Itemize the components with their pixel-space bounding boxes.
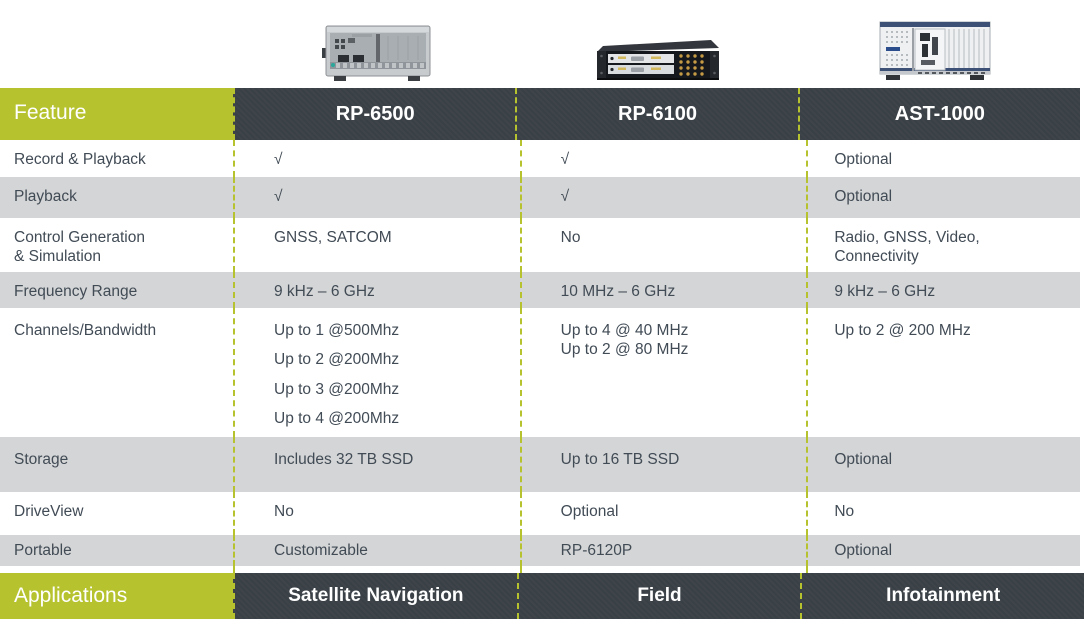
value-cell: Optional — [519, 492, 807, 535]
table-row: Frequency Range 9 kHz – 6 GHz 10 MHz – 6… — [0, 272, 1080, 308]
value-cell: Includes 32 TB SSD — [233, 437, 520, 492]
value-cell: No — [806, 492, 1080, 535]
table-row: Record & Playback √ √ Optional — [0, 140, 1080, 177]
product-images-row — [0, 0, 1084, 88]
value-cell: √ — [519, 140, 807, 177]
value-cell: Optional — [806, 177, 1080, 218]
rackmount-recorder-image — [597, 40, 719, 80]
value-cell: RP-6120P — [519, 535, 807, 566]
value-cell: 9 kHz – 6 GHz — [233, 272, 520, 308]
value-cell: Up to 2 @ 200 MHz — [806, 308, 1080, 437]
feature-cell: Frequency Range — [14, 283, 138, 300]
pxi-chassis-image — [879, 21, 991, 80]
applications-header-cell: Applications — [0, 573, 233, 619]
feature-header-cell: Feature — [0, 88, 233, 140]
table-row: Channels/Bandwidth Up to 1 @500Mhz Up to … — [0, 308, 1080, 437]
value-cell: √ — [233, 140, 520, 177]
application-rp6500: Satellite Navigation — [233, 573, 517, 619]
value-cell: Optional — [806, 140, 1080, 177]
feature-cell: Channels/Bandwidth — [14, 322, 157, 339]
value-cell: 9 kHz – 6 GHz — [806, 272, 1080, 308]
comparison-table: Feature RP-6500 RP-6100 AST-1000 Record … — [0, 88, 1084, 619]
product-header-ast1000: AST-1000 — [797, 88, 1080, 140]
feature-cell: Portable — [14, 542, 72, 559]
value-cell: 10 MHz – 6 GHz — [519, 272, 807, 308]
product-header-rp6100: RP-6100 — [515, 88, 798, 140]
application-rp6100: Field — [516, 573, 801, 619]
value-cell: GNSS, SATCOM — [233, 218, 520, 272]
value-cell: Optional — [806, 535, 1080, 566]
feature-cell: Storage — [14, 451, 69, 468]
feature-cell: Record & Playback — [14, 151, 146, 168]
value-cell: Up to 16 TB SSD — [519, 437, 807, 492]
feature-cell: Playback — [14, 188, 77, 205]
feature-cell: Control Generation & Simulation — [14, 229, 145, 266]
table-header-row: Feature RP-6500 RP-6100 AST-1000 — [0, 88, 1080, 140]
feature-cell: DriveView — [14, 503, 84, 520]
value-cell: √ — [519, 177, 807, 218]
table-row: DriveView No Optional No — [0, 492, 1080, 535]
benchtop-recorder-image — [322, 25, 431, 81]
value-cell: No — [519, 218, 807, 272]
table-gap — [0, 566, 1080, 576]
value-cell: Radio, GNSS, Video, Connectivity — [806, 218, 1080, 272]
value-cell: Customizable — [233, 535, 520, 566]
application-ast1000: Infotainment — [800, 573, 1084, 619]
table-row: Portable Customizable RP-6120P Optional — [0, 535, 1080, 566]
value-cell: Up to 1 @500Mhz Up to 2 @200Mhz Up to 3 @2… — [233, 308, 520, 437]
value-cell: Optional — [806, 437, 1080, 492]
value-cell: Up to 4 @ 40 MHz Up to 2 @ 80 MHz — [519, 308, 807, 437]
table-row: Storage Includes 32 TB SSD Up to 16 TB S… — [0, 437, 1080, 492]
applications-row: Applications Satellite Navigation Field … — [0, 573, 1084, 619]
value-cell: √ — [233, 177, 520, 218]
value-cell: No — [233, 492, 520, 535]
product-header-rp6500: RP-6500 — [233, 88, 516, 140]
table-row: Playback √ √ Optional — [0, 177, 1080, 218]
table-row: Control Generation & Simulation GNSS, SAT… — [0, 218, 1080, 272]
